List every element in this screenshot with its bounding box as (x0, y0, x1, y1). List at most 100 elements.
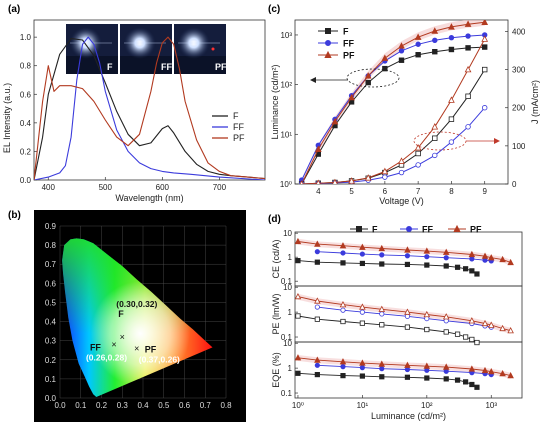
c-ytick-label: 10⁰ (280, 180, 292, 189)
c-current-point-ff (448, 139, 455, 145)
c-ytick-label: 10² (280, 81, 292, 90)
b-ytick-label: 0.9 (45, 222, 57, 231)
d-series-point-f (314, 371, 320, 378)
b-point-name-f: F (118, 309, 124, 319)
b-point-name-ff: FF (90, 342, 101, 352)
c-ytick-right-label: 300 (512, 66, 526, 75)
d-series-point-pf (487, 321, 495, 328)
b-ytick-label: 0.2 (45, 356, 57, 365)
c-legend-label-f: F (343, 27, 349, 37)
c-current-point-ff (398, 169, 405, 176)
a-ytick-label: 0.2 (20, 147, 32, 156)
c-ytick-right-label: 100 (512, 142, 526, 151)
a-inset-label: FF (161, 62, 172, 72)
d-series-point-pf (314, 356, 321, 363)
c-current-point-pf (431, 123, 439, 130)
d-series-point-ff (359, 251, 365, 257)
d-series-point-pf (359, 359, 366, 366)
d-subplot-frame (294, 341, 523, 399)
d-series-point-pf (468, 250, 476, 258)
c-xtick-label: 7 (416, 187, 421, 196)
d-series-point-f (359, 320, 365, 326)
cie-gamut-white-center (62, 238, 213, 397)
d-series-point-f (314, 316, 320, 322)
d-series-point-ff (404, 313, 411, 319)
d-series-point-pf (487, 254, 495, 261)
d-series-point-ff (359, 309, 365, 315)
d-series-point-ff (404, 366, 411, 373)
c-current-point-ff (382, 174, 388, 180)
d-y-axis-label: PE (lm/W) (271, 294, 281, 335)
a-ytick-label: 1.0 (20, 33, 32, 42)
c-luminance-point-f (365, 79, 371, 86)
a-inset-photo-base (174, 56, 226, 74)
c-current-point-f (448, 116, 455, 122)
c-current-point-pf (315, 179, 321, 184)
c-luminance-line-pf (301, 21, 485, 184)
d-series-point-f (314, 259, 320, 265)
c-luminance-point-pf (364, 72, 372, 79)
c-current-point-pf (481, 35, 489, 42)
d-series-point-f (340, 373, 346, 379)
d-series-point-f (359, 260, 365, 267)
d-series-point-ff (379, 366, 385, 372)
panel-c-annotations (310, 68, 500, 151)
panel-a-device-photos: F FF PF (66, 24, 227, 74)
a-xtick-label: 500 (99, 183, 113, 192)
a-xtick-label: 400 (42, 183, 56, 192)
d-series-point-f (379, 322, 385, 328)
d-series-point-pf (468, 365, 476, 372)
d-series-point-pf (294, 237, 302, 245)
d-ytick-label: 10 (283, 229, 292, 238)
c-dashed-ellipse-luminance (346, 68, 400, 88)
b-xtick-label: 0.4 (137, 401, 149, 410)
d-series-line-ff (317, 306, 492, 328)
d-series-point-f (474, 384, 480, 390)
b-point-coord-pf: (0.37,0.26) (139, 354, 180, 364)
c-legend-marker-f (324, 27, 331, 34)
panel-d-label: (d) (268, 214, 281, 225)
d-series-point-pf (314, 240, 321, 247)
c-current-point-pf (348, 177, 355, 184)
d-series-point-pf (423, 310, 431, 318)
c-luminance-point-pf (381, 54, 389, 61)
c-current-point-ff (415, 162, 421, 168)
d-series-point-pf (423, 362, 431, 369)
d-series-point-f (295, 313, 301, 319)
a-legend-label-pf: PF (233, 133, 245, 143)
d-series-point-f (443, 376, 449, 382)
d-series-point-ff (379, 252, 385, 258)
d-pf-band (297, 355, 511, 379)
b-ytick-label: 0.3 (45, 337, 57, 346)
d-series-point-pf (442, 248, 450, 255)
c-current-point-pf (332, 178, 338, 184)
d-series-point-pf (499, 324, 506, 332)
d-series-point-ff (314, 304, 320, 310)
panel-b-label: (b) (8, 210, 21, 221)
d-series-point-pf (404, 246, 411, 253)
c-luminance-point-f (465, 45, 471, 51)
d-x-axis-label: Luminance (cd/m²) (371, 411, 446, 421)
d-series-line-f (297, 372, 478, 388)
d-series-point-ff (379, 311, 385, 317)
d-series-point-ff (424, 254, 430, 260)
d-legend-label-f: F (372, 225, 378, 235)
d-series-point-f (379, 261, 385, 267)
d-series-point-f (404, 324, 411, 330)
c-luminance-point-ff (415, 41, 421, 47)
b-ytick-label: 0.7 (45, 260, 57, 269)
b-point-coord-f: (0.30,0.32) (116, 299, 157, 309)
d-ytick-label: 1 (288, 364, 293, 373)
d-pf-band (297, 293, 511, 334)
d-series-point-f (295, 258, 301, 264)
d-series-point-f (463, 266, 469, 272)
d-series-point-pf (442, 363, 450, 370)
c-luminance-point-pf (448, 23, 455, 30)
d-ytick-label: 0.1 (281, 277, 293, 286)
c-legend-label-ff: FF (343, 39, 354, 49)
d-series-point-f (404, 374, 411, 380)
c-luminance-point-f (482, 44, 488, 50)
c-luminance-point-f (398, 57, 405, 63)
d-ytick-label: 10 (283, 283, 292, 292)
c-current-point-pf (464, 65, 472, 73)
